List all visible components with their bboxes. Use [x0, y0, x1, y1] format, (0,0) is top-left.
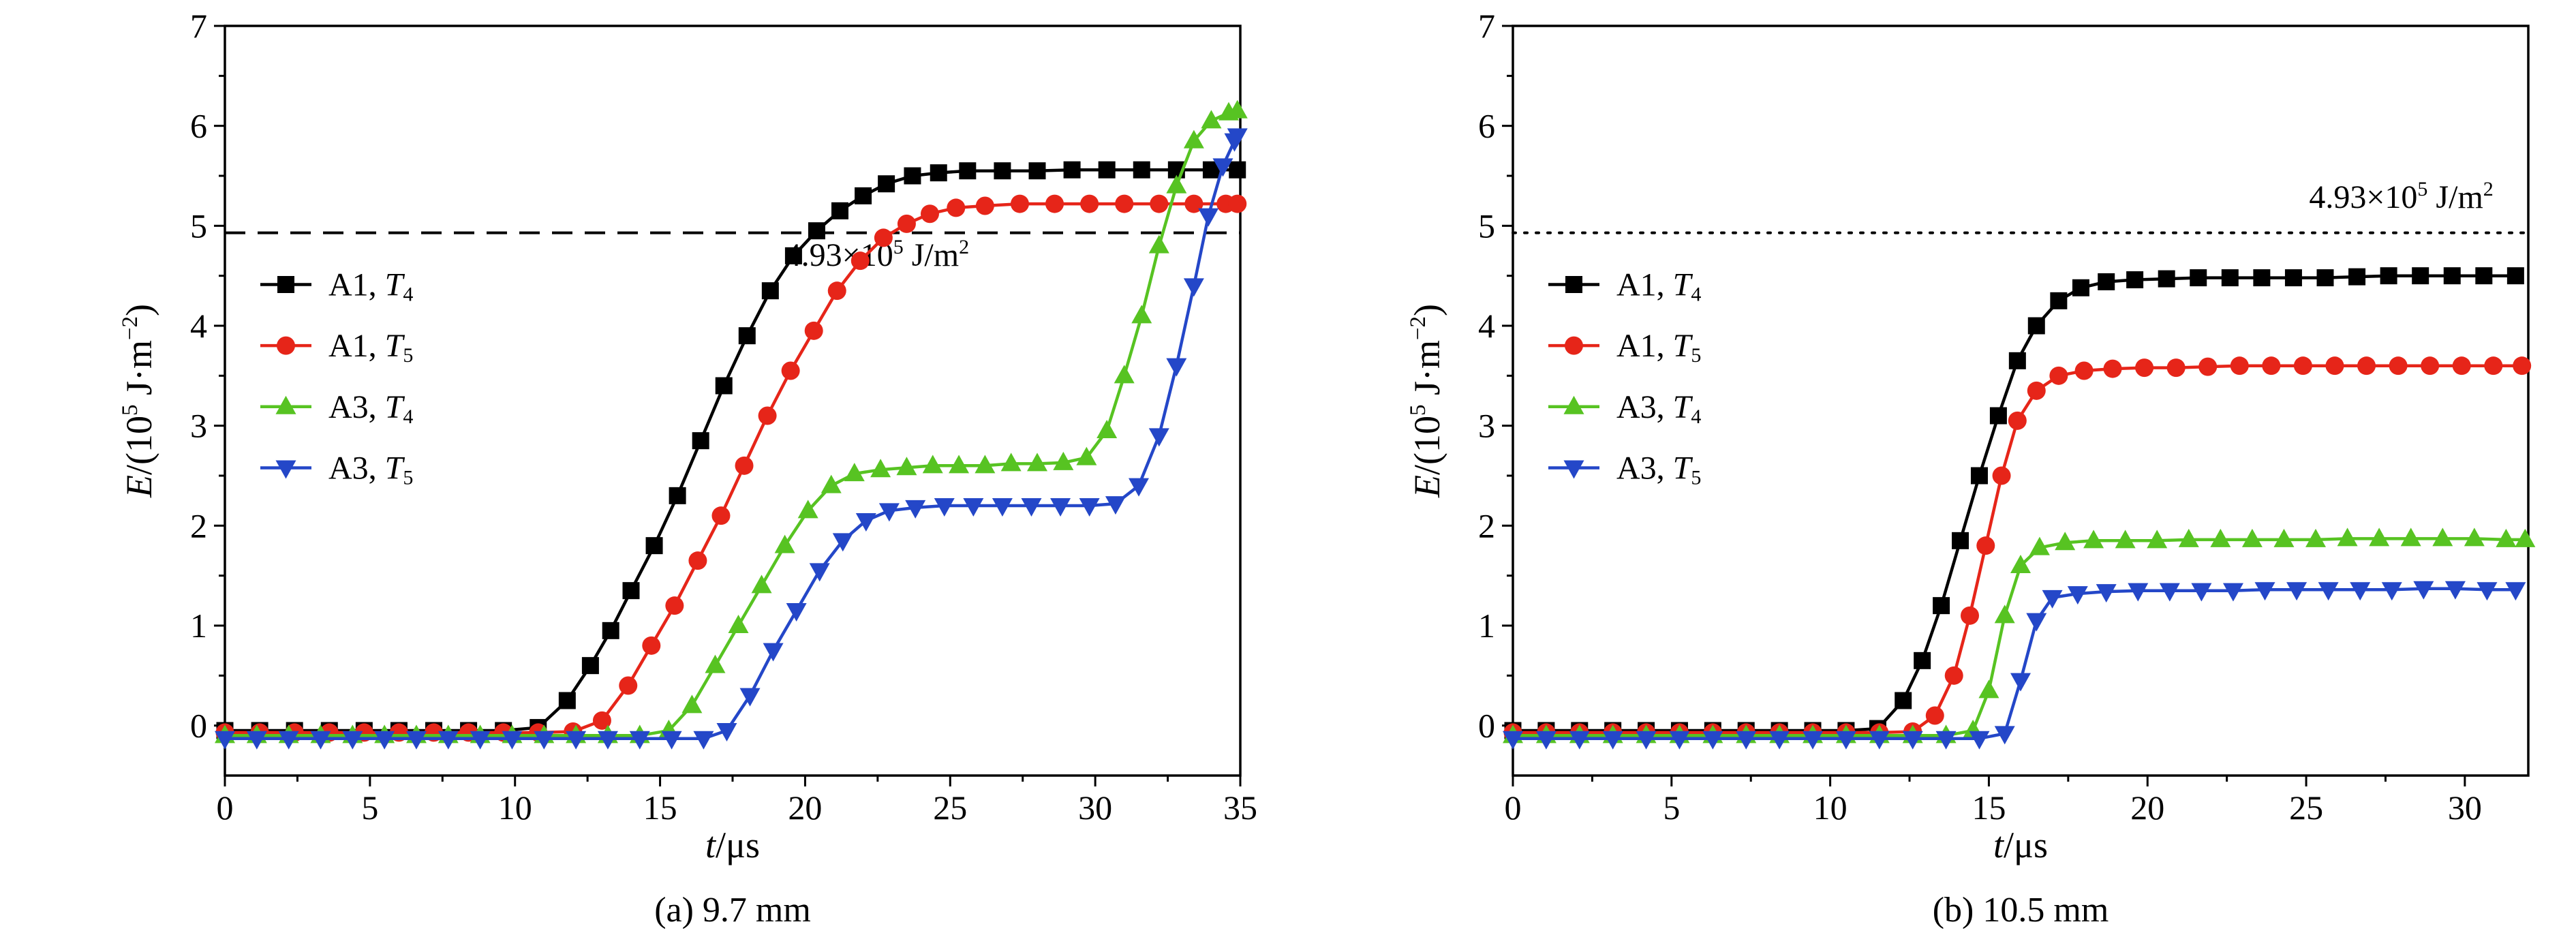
legend-item-A1-T5: A1, T5: [260, 328, 413, 367]
legend: A1, T4 A1, T5 A3, T4 A3, T5: [1548, 267, 1701, 489]
legend-label: A3, T4: [328, 389, 413, 428]
svg-text:6: 6: [190, 107, 207, 145]
legend-item-A1-T5: A1, T5: [1548, 328, 1701, 367]
legend-label: A1, T4: [1616, 267, 1701, 306]
svg-text:20: 20: [2130, 788, 2164, 827]
svg-text:2: 2: [1478, 506, 1495, 545]
series-markers-A3-T4: [1503, 527, 2536, 744]
legend-item-A1-T4: A1, T4: [1548, 267, 1701, 306]
svg-text:5: 5: [361, 788, 378, 827]
x-tick-labels: 0 5 10 15 20 25 30 35: [217, 788, 1258, 827]
y-axis-label: E/(105 J·m−2): [1406, 304, 1447, 498]
svg-text:15: 15: [643, 788, 677, 827]
y-tick-labels: 0 1 2 3 4 5 6 7: [190, 7, 207, 745]
svg-text:25: 25: [2289, 788, 2323, 827]
y-axis-label: E/(105 J·m−2): [118, 304, 159, 498]
threshold-annotation: 4.93×105 J/m2: [2309, 178, 2493, 215]
svg-text:0: 0: [1505, 788, 1522, 827]
svg-text:5: 5: [190, 206, 207, 245]
svg-text:35: 35: [1223, 788, 1257, 827]
x-tick-labels: 0 5 10 15 20 25 30: [1505, 788, 2482, 827]
legend-item-A3-T5: A3, T5: [1548, 450, 1701, 489]
plot-frame: [1512, 25, 2530, 777]
svg-text:15: 15: [1972, 788, 2006, 827]
minor-ticks: [219, 74, 1169, 782]
series-line-A3-T5: [1513, 587, 2516, 740]
chart-a-caption: (a) 9.7 mm: [654, 891, 811, 930]
legend-label: A3, T4: [1616, 389, 1701, 428]
legend-item-A3-T4: A3, T4: [1548, 389, 1701, 428]
legend-label: A1, T5: [1616, 328, 1701, 367]
minor-ticks: [1507, 74, 2387, 782]
svg-text:3: 3: [190, 407, 207, 445]
threshold-annotation: 4.93×105 J/m2: [785, 236, 969, 273]
svg-text:0: 0: [217, 788, 234, 827]
svg-text:1: 1: [190, 607, 207, 645]
legend-label: A3, T5: [1616, 450, 1701, 489]
chart-panel-b: 0 5 10 15 20 25 30 0 1 2 3 4 5 6 7 t/μs E/(105 J·m−2) 4.9…: [1288, 0, 2576, 950]
chart-b-caption: (b) 10.5 mm: [1932, 891, 2109, 930]
svg-text:1: 1: [1478, 607, 1495, 645]
chart-b-plot: 0 5 10 15 20 25 30 0 1 2 3 4 5 6 7 t/μs E/(105 J·m−2) 4.9…: [1406, 7, 2536, 865]
svg-text:30: 30: [2448, 788, 2482, 827]
legend: A1, T4 A1, T5 A3, T4 A3, T5: [260, 267, 413, 489]
svg-text:7: 7: [190, 7, 207, 45]
svg-text:3: 3: [1478, 407, 1495, 445]
legend-item-A1-T4: A1, T4: [260, 267, 413, 306]
legend-label: A1, T4: [328, 267, 413, 306]
svg-text:2: 2: [190, 506, 207, 545]
legend-item-A3-T4: A3, T4: [260, 389, 413, 428]
x-axis-label: t/μs: [1993, 825, 2048, 865]
svg-text:6: 6: [1478, 107, 1495, 145]
x-axis-ticks: [224, 776, 1242, 786]
svg-text:4: 4: [190, 307, 207, 345]
chart-panel-a: 0 5 10 15 20 25 30 35 0 1 2 3 4 5 6 7 t/μs E/(105 J·m−2) 4…: [118, 7, 1258, 930]
y-tick-labels: 0 1 2 3 4 5 6 7: [1478, 7, 1495, 745]
svg-text:5: 5: [1663, 788, 1680, 827]
svg-text:30: 30: [1078, 788, 1112, 827]
series-markers-A3-T5: [215, 128, 1248, 750]
legend-item-A3-T5: A3, T5: [260, 450, 413, 489]
legend-label: A1, T5: [328, 328, 413, 367]
svg-text:4: 4: [1478, 307, 1495, 345]
series-line-A3-T5: [225, 135, 1239, 740]
svg-text:20: 20: [788, 788, 822, 827]
svg-text:5: 5: [1478, 206, 1495, 245]
svg-text:0: 0: [1478, 707, 1495, 745]
svg-text:10: 10: [498, 788, 532, 827]
y-axis-ticks: [214, 25, 225, 727]
svg-text:25: 25: [933, 788, 967, 827]
svg-text:10: 10: [1813, 788, 1847, 827]
chart-a-plot: 0 5 10 15 20 25 30 35 0 1 2 3 4 5 6 7 t/μs E/(105 J·m−2) 4…: [118, 7, 1258, 865]
x-axis-label: t/μs: [705, 825, 760, 865]
svg-text:7: 7: [1478, 7, 1495, 45]
legend-label: A3, T5: [328, 450, 413, 489]
svg-text:0: 0: [190, 707, 207, 745]
series-markers-A1-T4: [216, 161, 1246, 739]
x-axis-ticks: [1512, 776, 2466, 786]
series-markers-A3-T5: [1503, 581, 2526, 750]
